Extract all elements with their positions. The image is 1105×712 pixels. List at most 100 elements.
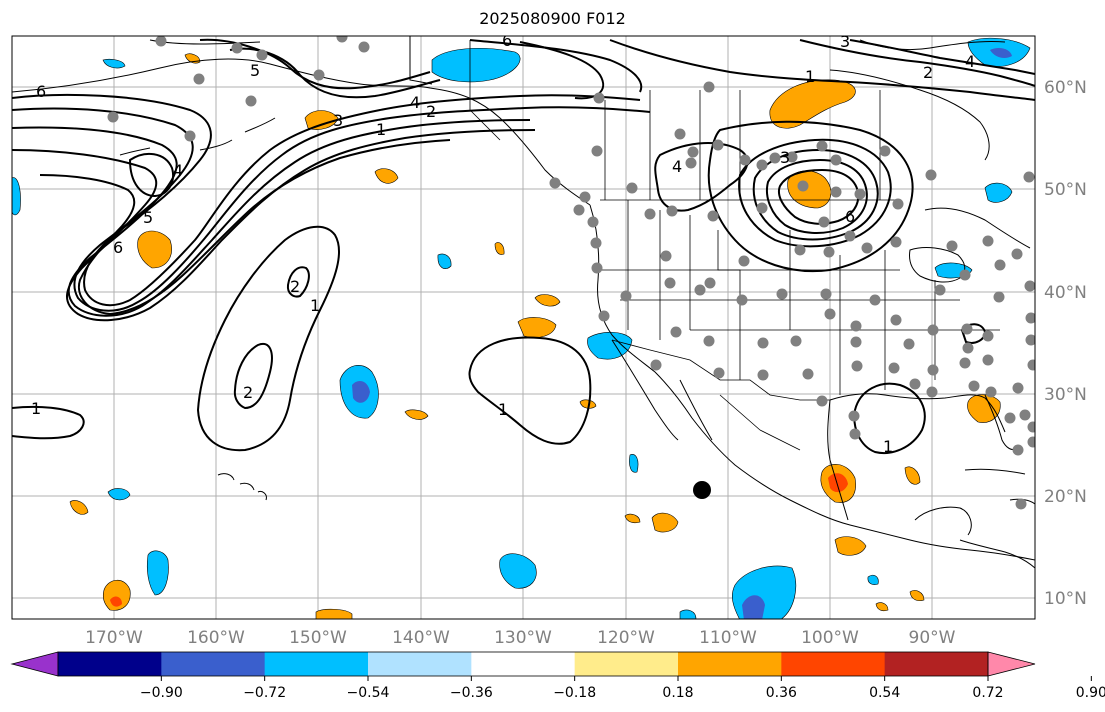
contour-gulf-loop — [853, 382, 926, 454]
station-dot — [664, 277, 676, 289]
contour-label-3-north: 3 — [333, 111, 343, 130]
coast-central-america — [959, 539, 1035, 569]
station-dot — [712, 139, 724, 151]
lon-label-100w: 100°W — [801, 628, 859, 648]
neg-area-small-3 — [629, 454, 639, 473]
border-us-mexico — [611, 339, 830, 401]
station-dot — [909, 378, 921, 390]
contour-north-d — [469, 39, 643, 93]
pos-area-small-2 — [69, 500, 89, 515]
lon-label-160w: 160°W — [187, 628, 245, 648]
colorbar-segment — [678, 652, 782, 676]
coast-gulf-mexico — [829, 393, 1006, 433]
station-dot — [756, 202, 768, 214]
lat-label-40n: 40°N — [1044, 283, 1087, 303]
station-dot — [694, 284, 706, 296]
political-boundaries — [469, 40, 1000, 451]
colorbar-tick-label: −0.54 — [347, 685, 390, 701]
pos-area-small-4 — [579, 399, 597, 409]
station-dot — [660, 250, 672, 262]
station-dot — [1027, 436, 1035, 448]
contour-north-f — [799, 39, 1035, 87]
lat-label-50n: 50°N — [1044, 180, 1087, 200]
neg-area-small-1 — [107, 488, 131, 501]
station-dot — [818, 216, 830, 228]
coast-hudson — [829, 69, 990, 161]
contour-label-6-aleutian: 6 — [113, 238, 123, 257]
shaded-fields — [12, 37, 1031, 619]
colorbar-segment — [368, 652, 472, 676]
neg-area-south-pacific-2 — [146, 550, 169, 596]
station-dot — [993, 291, 1005, 303]
station-dot — [794, 244, 806, 256]
station-dot — [666, 205, 678, 217]
pos-area-small-1 — [404, 409, 429, 420]
coast-canada-east — [924, 207, 1031, 249]
station-dot — [802, 368, 814, 380]
station-dot — [925, 169, 937, 181]
colorbar-tick-label: 0.18 — [662, 685, 693, 701]
station-dot — [598, 310, 610, 322]
station-dot — [685, 157, 697, 169]
station-dot — [579, 191, 591, 203]
coast-aleutian-islands — [119, 117, 276, 156]
contour-label-2-north: 2 — [426, 102, 436, 121]
station-dot — [816, 140, 828, 152]
station-dot — [687, 146, 699, 158]
station-dot — [824, 308, 836, 320]
station-dot — [703, 81, 715, 93]
pos-area-gulf-alaska-west — [304, 110, 339, 130]
contour-low-outer — [654, 142, 749, 212]
station-dot — [313, 69, 325, 81]
contour-label-1-west: 1 — [31, 399, 41, 418]
station-dot — [786, 151, 798, 163]
coast-yucatan — [914, 506, 972, 536]
station-dot — [849, 428, 861, 440]
station-dot — [245, 95, 257, 107]
station-dot — [776, 288, 788, 300]
pos-area-small-5 — [624, 513, 641, 524]
colorbar-segment — [884, 652, 989, 676]
station-dots — [107, 36, 1035, 510]
station-dot — [903, 338, 915, 350]
coast-alaska — [12, 58, 591, 206]
station-dot — [193, 73, 205, 85]
station-dot — [231, 42, 243, 54]
contour-label-2-arctic: 2 — [923, 63, 933, 82]
coast-mexico-east — [827, 399, 849, 521]
station-dot — [107, 111, 119, 123]
station-dot — [184, 130, 196, 142]
contour-north-g — [849, 39, 1035, 75]
colorbar-extend-low — [10, 651, 59, 677]
station-dot — [848, 410, 860, 422]
contour-low-4 — [778, 168, 860, 225]
station-dot — [590, 237, 602, 249]
station-dot — [830, 186, 842, 198]
station-dot — [1023, 171, 1035, 183]
colorbar: −0.90 −0.72 −0.54 −0.36 −0.18 0.18 0.36 0.54 0.7… — [10, 651, 1105, 701]
pos-area-southwest-1-core — [110, 596, 122, 607]
pos-area-bc-coast — [374, 168, 399, 184]
colorbar-segment — [574, 652, 679, 676]
station-dot — [850, 320, 862, 332]
station-dot — [968, 380, 980, 392]
colorbar-tick-label: −0.72 — [243, 685, 286, 701]
station-dot — [962, 342, 974, 354]
station-dot — [982, 235, 994, 247]
station-dot — [155, 36, 167, 47]
neg-area-south-pacific — [499, 553, 537, 589]
station-dot — [704, 277, 716, 289]
station-dot — [1025, 334, 1035, 346]
coast-greatlakes — [909, 247, 966, 283]
station-dot — [982, 330, 994, 342]
neg-area-small-5 — [867, 574, 879, 585]
contour-lines — [12, 38, 1035, 454]
station-dot — [927, 324, 939, 336]
contour-west-d — [12, 129, 536, 322]
contour-label-6-west: 6 — [36, 82, 46, 101]
pos-area-small-8 — [909, 590, 925, 602]
station-dot — [861, 242, 873, 254]
station-dot — [756, 159, 768, 171]
contour-label-1-gulf: 1 — [883, 437, 893, 456]
